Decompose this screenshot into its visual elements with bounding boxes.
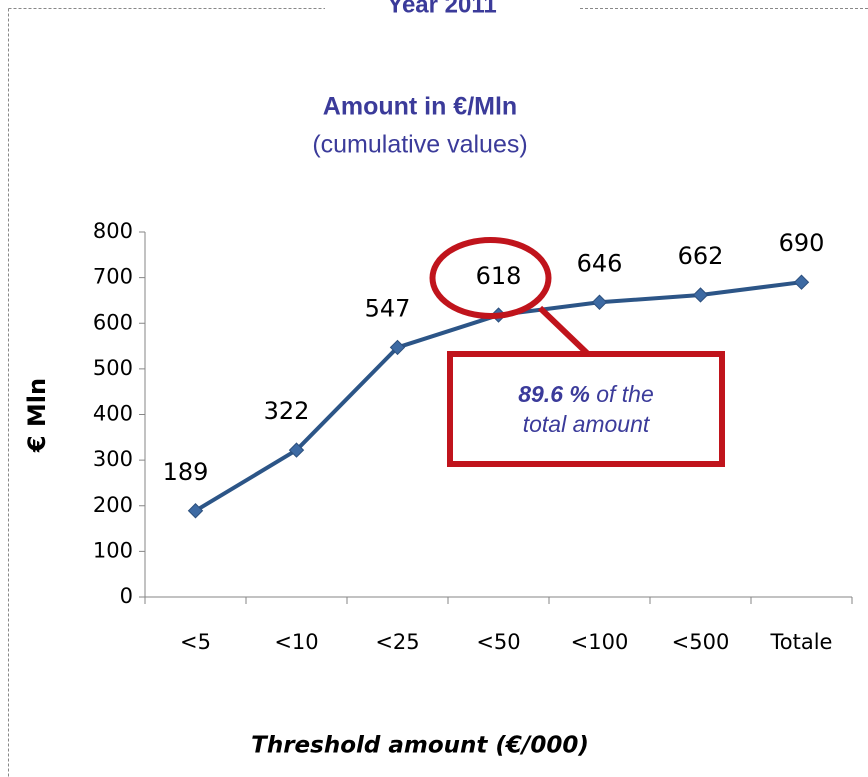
- marker: [793, 274, 810, 290]
- callout-pointer: [537, 305, 591, 357]
- marker: [288, 442, 305, 458]
- x-tick-label: Totale: [770, 630, 833, 654]
- x-tick-label: <25: [375, 630, 419, 654]
- y-tick-label: 500: [93, 356, 133, 380]
- y-axis-title: € Mln: [23, 378, 51, 453]
- x-tick-label: <50: [476, 630, 520, 654]
- data-label: 547: [365, 294, 411, 322]
- data-label: 662: [678, 242, 724, 270]
- marker: [389, 339, 406, 356]
- x-tick-label: <10: [274, 630, 318, 654]
- callout-bold: 89.6 %: [518, 381, 590, 407]
- x-tick-label: <100: [571, 630, 629, 654]
- y-tick-label: 200: [93, 493, 133, 517]
- marker: [187, 503, 204, 519]
- panel-title: Year 2011: [387, 0, 496, 18]
- y-tick-label: 300: [93, 447, 133, 471]
- marker: [591, 294, 608, 310]
- x-axis-title: Threshold amount (€/000): [251, 733, 589, 759]
- data-label: 189: [163, 458, 209, 486]
- marker: [692, 287, 709, 303]
- callout-text: total amount: [523, 411, 651, 437]
- chart-title: Amount in €/Mln: [323, 93, 517, 121]
- callout-rest: of the: [596, 381, 654, 407]
- callout-text: 89.6 % of the: [518, 381, 654, 407]
- frame: [8, 8, 868, 777]
- y-tick-label: 600: [93, 310, 133, 334]
- x-tick-label: <5: [180, 630, 211, 654]
- y-tick-label: 0: [120, 584, 133, 608]
- callout-ellipse: [429, 237, 552, 319]
- data-label: 646: [577, 249, 623, 277]
- data-label: 618: [476, 262, 522, 290]
- data-label: 322: [264, 397, 310, 425]
- x-tick-label: <500: [672, 630, 730, 654]
- y-tick-label: 100: [93, 538, 133, 562]
- y-tick-label: 700: [93, 265, 133, 289]
- y-tick-label: 800: [93, 219, 133, 243]
- callout-box: [447, 351, 725, 467]
- data-label: 690: [779, 229, 825, 257]
- chart-subtitle: (cumulative values): [312, 131, 527, 159]
- y-tick-label: 400: [93, 402, 133, 426]
